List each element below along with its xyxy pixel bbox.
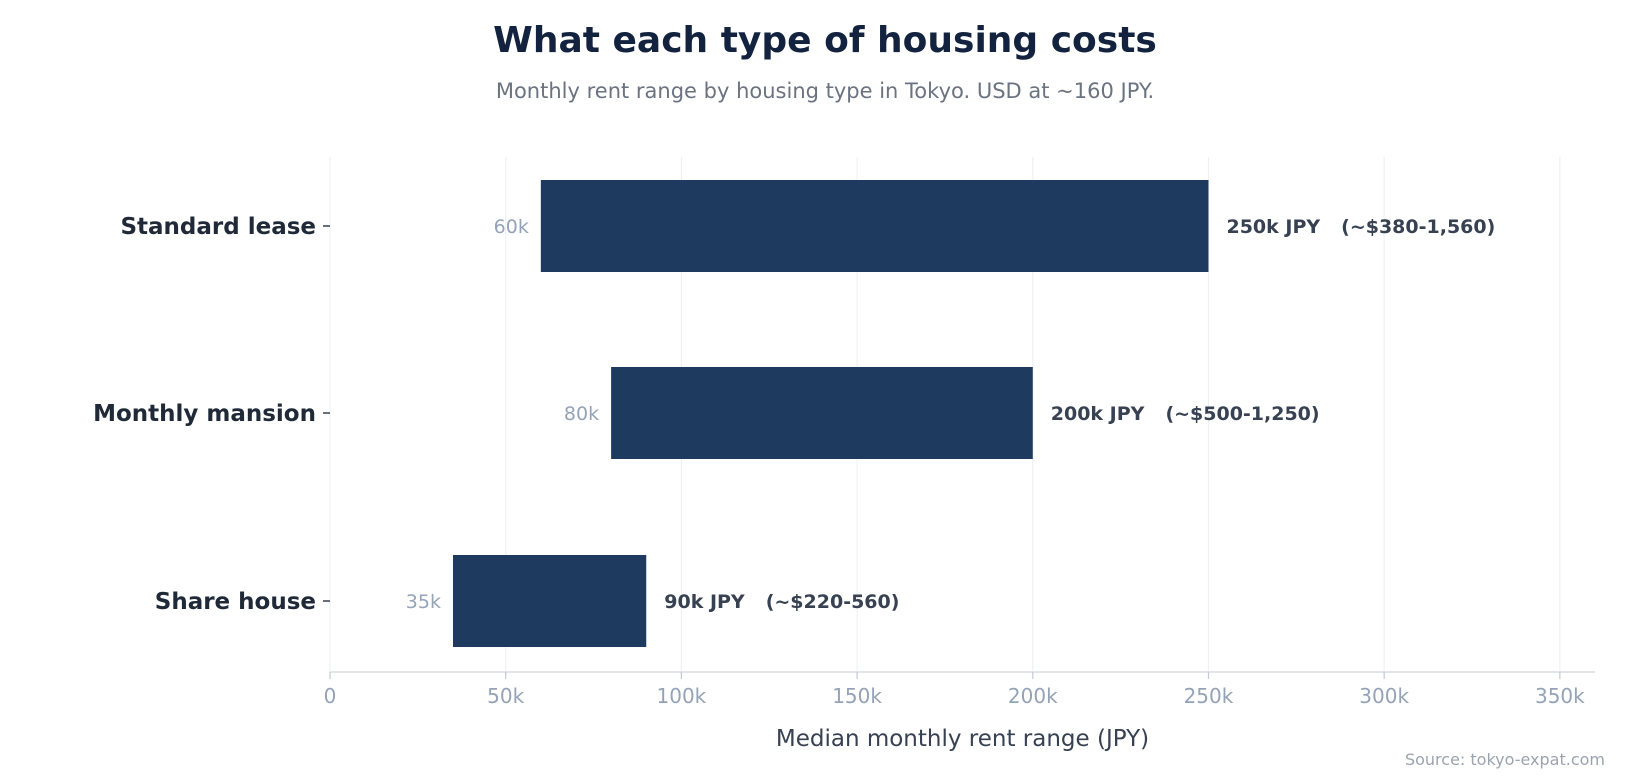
x-tick-label: 200k — [1008, 684, 1058, 708]
low-value-label: 60k — [494, 216, 529, 238]
range-bar — [540, 180, 1209, 272]
x-tick-label: 150k — [832, 684, 882, 708]
x-axis-label: Median monthly rent range (JPY) — [776, 726, 1149, 752]
usd-range: (~$220-560) — [766, 591, 900, 613]
category-label: Share house — [155, 589, 316, 615]
high-value-jpy: 250k JPY — [1226, 216, 1320, 238]
usd-range: (~$380-1,560) — [1341, 216, 1495, 238]
x-tick-label: 0 — [324, 684, 337, 708]
low-value-label: 35k — [406, 591, 441, 613]
x-tick-label: 50k — [487, 684, 524, 708]
usd-range: (~$500-1,250) — [1165, 403, 1319, 425]
high-value-label: 90k JPY (~$220-560) — [664, 591, 899, 613]
x-tick-label: 250k — [1184, 684, 1234, 708]
category-label: Standard lease — [120, 214, 316, 240]
range-bar — [452, 555, 647, 647]
chart-subtitle: Monthly rent range by housing type in To… — [495, 79, 1155, 103]
x-tick-label: 100k — [657, 684, 707, 708]
category-label: Monthly mansion — [93, 401, 316, 427]
high-value-label: 200k JPY (~$500-1,250) — [1051, 403, 1320, 425]
high-value-label: 250k JPY (~$380-1,560) — [1226, 216, 1495, 238]
x-tick-label: 300k — [1359, 684, 1409, 708]
chart-title: What each type of housing costs — [493, 20, 1157, 61]
low-value-label: 80k — [564, 403, 599, 425]
high-value-jpy: 200k JPY — [1051, 403, 1145, 425]
x-tick-label: 350k — [1535, 684, 1585, 708]
high-value-jpy: 90k JPY — [664, 591, 745, 613]
range-bar — [611, 367, 1033, 459]
source-note: Source: tokyo-expat.com — [1404, 750, 1605, 769]
